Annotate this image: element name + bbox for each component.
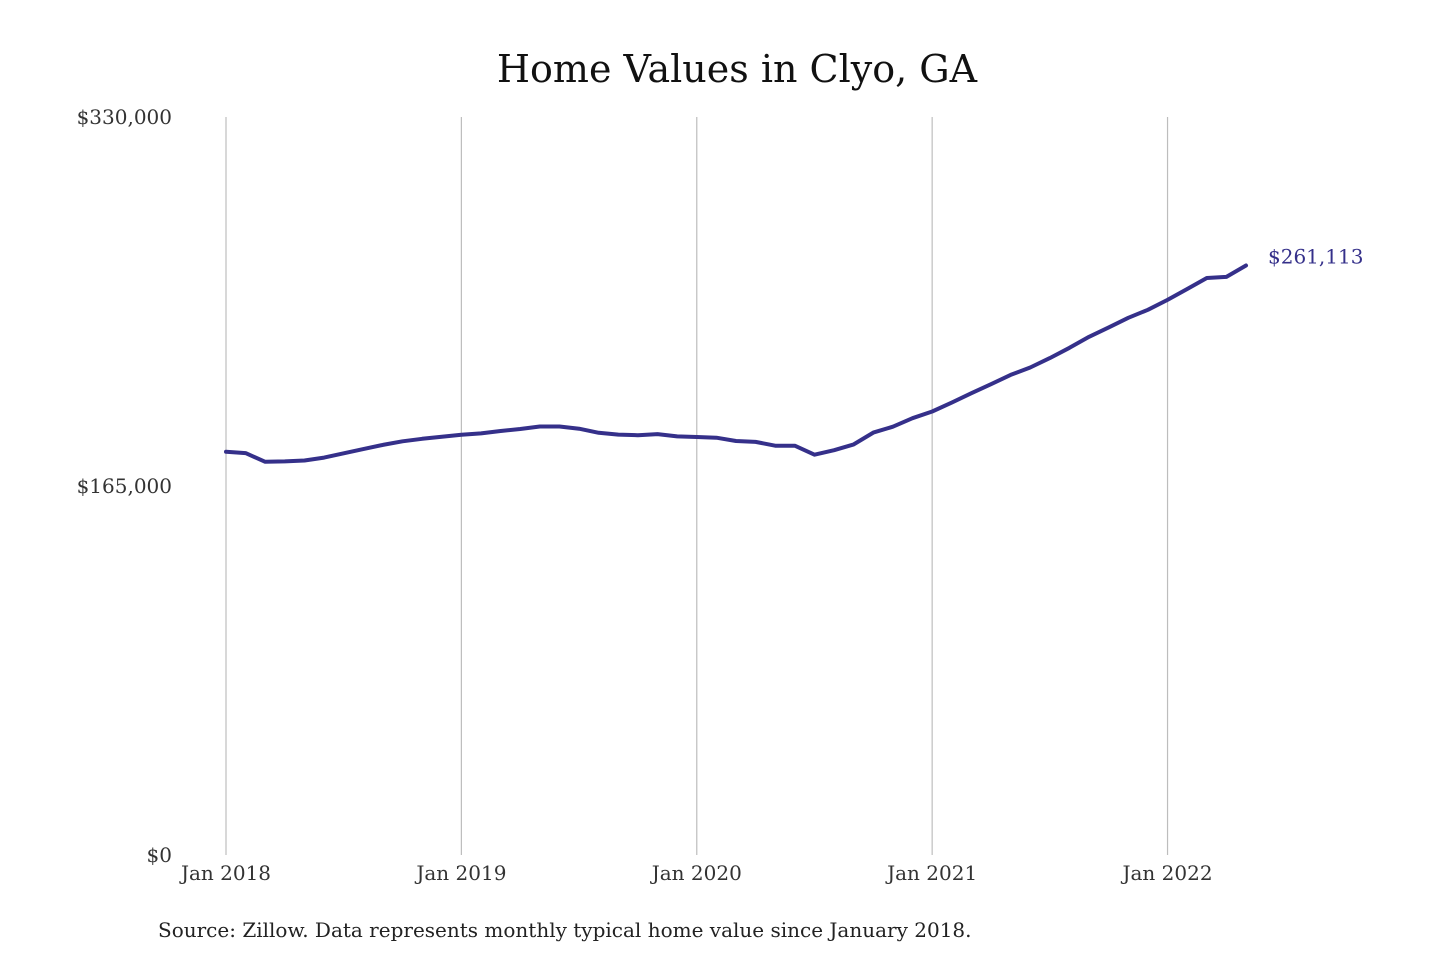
data-point-2021-10 xyxy=(1107,325,1111,329)
data-point-2020-07 xyxy=(813,453,817,457)
y-tick-label-165000: $165,000 xyxy=(77,474,172,498)
data-point-2019-01 xyxy=(459,433,463,437)
end-value-label: $261,113 xyxy=(1268,245,1363,269)
data-point-2018-01 xyxy=(224,450,228,454)
data-point-2018-06 xyxy=(322,456,326,460)
data-point-2019-03 xyxy=(499,429,503,433)
data-point-2022-04 xyxy=(1224,275,1228,279)
data-point-2018-09 xyxy=(381,443,385,447)
data-point-2019-12 xyxy=(675,434,679,438)
data-point-2018-07 xyxy=(342,451,346,455)
x-tick-label-2018-01: Jan 2018 xyxy=(179,861,271,885)
data-point-2018-04 xyxy=(283,459,287,463)
data-point-2022-01 xyxy=(1166,298,1170,302)
data-point-2019-06 xyxy=(558,425,562,429)
data-point-2021-03 xyxy=(969,391,973,395)
data-point-2020-03 xyxy=(734,439,738,443)
data-point-2021-06 xyxy=(1028,366,1032,370)
x-tick-label-2019-01: Jan 2019 xyxy=(414,861,506,885)
data-point-2021-04 xyxy=(989,382,993,386)
data-point-2021-11 xyxy=(1126,316,1130,320)
data-point-2019-10 xyxy=(636,433,640,437)
data-point-2020-09 xyxy=(852,442,856,446)
data-point-2021-02 xyxy=(950,401,954,405)
data-point-2018-12 xyxy=(440,435,444,439)
source-note: Source: Zillow. Data represents monthly … xyxy=(158,918,972,942)
data-point-2020-08 xyxy=(832,448,836,452)
data-point-2018-03 xyxy=(263,460,267,464)
x-tick-label-2021-01: Jan 2021 xyxy=(885,861,977,885)
data-point-2019-05 xyxy=(538,425,542,429)
data-point-2022-03 xyxy=(1205,276,1209,280)
data-point-2020-04 xyxy=(754,440,758,444)
data-point-2020-11 xyxy=(891,425,895,429)
data-point-2021-12 xyxy=(1146,308,1150,312)
y-tick-label-330000: $330,000 xyxy=(77,105,172,129)
chart-title: Home Values in Clyo, GA xyxy=(497,47,978,91)
data-point-2018-11 xyxy=(420,437,424,441)
data-point-2020-02 xyxy=(714,436,718,440)
data-point-2019-04 xyxy=(518,427,522,431)
data-point-2018-08 xyxy=(361,447,365,451)
data-point-2019-02 xyxy=(479,431,483,435)
y-tick-label-0: $0 xyxy=(147,843,172,867)
data-point-2019-11 xyxy=(656,432,660,436)
data-point-2021-07 xyxy=(1048,356,1052,360)
data-point-2022-05 xyxy=(1244,264,1248,268)
data-point-2021-09 xyxy=(1087,335,1091,339)
series-lines xyxy=(224,263,1248,464)
x-tick-label-2020-01: Jan 2020 xyxy=(650,861,742,885)
data-point-2021-01 xyxy=(930,410,934,414)
gridlines xyxy=(225,117,1169,855)
x-axis-tick-labels: Jan 2018 Jan 2019 Jan 2020 Jan 2021 Jan 2022 xyxy=(179,861,1213,885)
data-point-2018-02 xyxy=(244,451,248,455)
y-axis-tick-labels: $0 $165,000 $330,000 xyxy=(77,105,172,867)
data-point-2019-07 xyxy=(577,427,581,431)
data-point-2018-10 xyxy=(401,439,405,443)
data-point-2022-02 xyxy=(1185,287,1189,291)
data-point-2020-05 xyxy=(773,444,777,448)
data-point-2018-05 xyxy=(303,459,307,463)
data-point-2019-09 xyxy=(616,433,620,437)
data-point-2020-12 xyxy=(911,416,915,420)
data-point-2020-10 xyxy=(871,431,875,435)
series-line-0 xyxy=(224,263,1248,464)
data-point-2021-05 xyxy=(1009,373,1013,377)
data-point-2020-01 xyxy=(695,435,699,439)
x-tick-label-2022-01: Jan 2022 xyxy=(1120,861,1212,885)
data-point-2020-06 xyxy=(793,444,797,448)
data-point-2019-08 xyxy=(597,431,601,435)
data-point-2021-08 xyxy=(1068,346,1072,350)
